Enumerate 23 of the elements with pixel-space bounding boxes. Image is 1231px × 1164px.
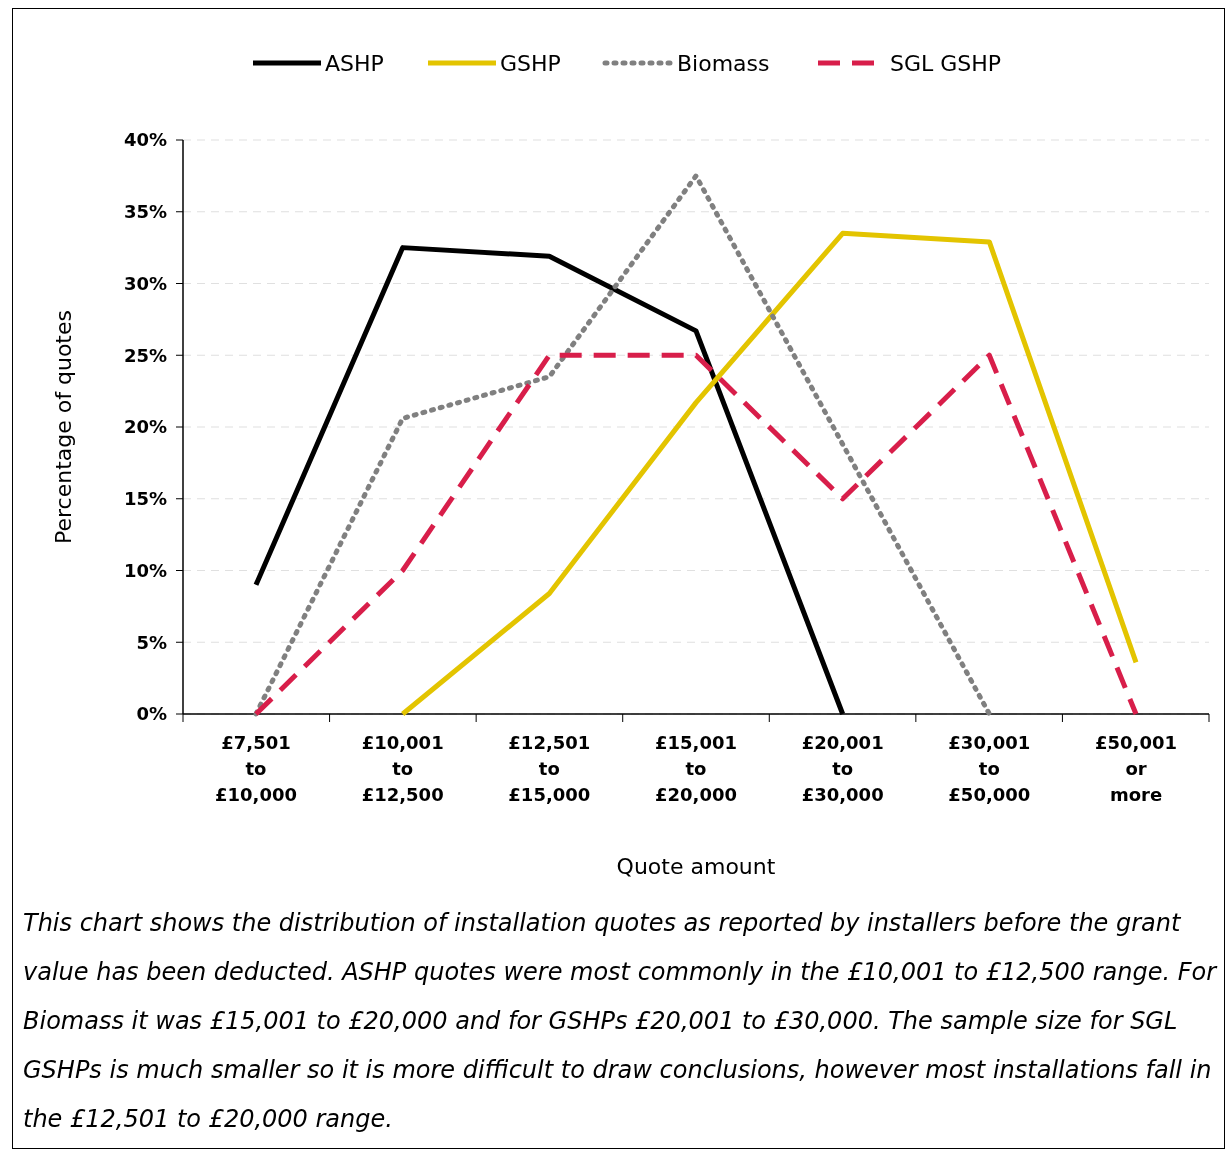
legend-label: Biomass — [677, 50, 770, 76]
legend-label: GSHP — [500, 50, 561, 76]
y-tick-label: 30% — [123, 272, 167, 294]
y-tick-label: 35% — [123, 201, 167, 223]
legend-label: SGL GSHP — [890, 50, 1002, 76]
x-tick-label: £20,001 to £30,000 — [801, 732, 884, 805]
y-tick-label: 20% — [123, 416, 167, 438]
y-tick-label: 40% — [123, 129, 167, 151]
y-tick-label: 25% — [123, 344, 167, 366]
text: This chart shows the distribution of installation quotes as reported by installers before the grant value has been deducted. ASHP quotes were most commonly in the £10,001 to £12,500 range. For Biomass it was £15,001 to £20,000 and for GSHPs £20,001 to £30,000. The sample size for SGL GSHPs is much smaller so it is more difficult to draw conclusions, however most installations fall in the £12,501 to £20,000 range. — [22, 908, 1219, 1135]
y-axis-title: Percentage of quotes — [51, 310, 76, 544]
x-tick-label: £7,501 to £10,000 — [215, 732, 297, 805]
y-tick-label: 10% — [123, 559, 167, 581]
x-tick-label: £12,501 to £15,000 — [508, 732, 591, 805]
x-axis-title: Quote amount — [616, 854, 776, 879]
y-tick-label: 15% — [123, 488, 167, 510]
x-tick-label: £50,001 or more — [1095, 732, 1177, 805]
x-tick-label: £15,001 to £20,000 — [655, 732, 737, 805]
legend-label: ASHP — [325, 50, 384, 76]
y-tick-label: 5% — [136, 631, 167, 653]
y-tick-label: 0% — [136, 703, 167, 725]
x-tick-label: £10,001 to £12,500 — [361, 732, 444, 805]
x-tick-label: £30,001 to £50,000 — [948, 732, 1031, 805]
